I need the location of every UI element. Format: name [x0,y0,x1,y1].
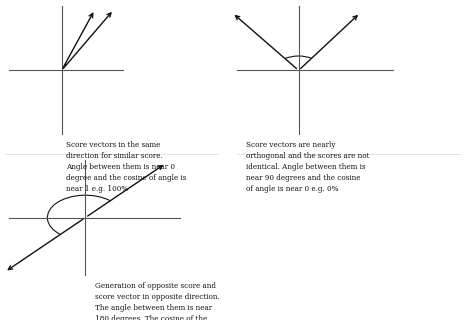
Text: Score vectors in the same
direction for similar score.
Angle between them is nea: Score vectors in the same direction for … [66,141,187,193]
Text: Score vectors are nearly
orthogonal and the scores are not
identical. Angle betw: Score vectors are nearly orthogonal and … [246,141,370,193]
Text: Generation of opposite score and
score vector in opposite direction.
The angle b: Generation of opposite score and score v… [95,282,219,320]
